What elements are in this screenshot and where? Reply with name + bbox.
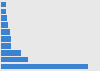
Bar [1, 57, 28, 62]
Bar [1, 15, 6, 21]
Bar [1, 64, 88, 69]
Bar [1, 29, 10, 35]
Bar [1, 50, 22, 56]
Bar [1, 36, 11, 42]
Bar [1, 43, 11, 49]
Bar [1, 22, 8, 28]
Bar [1, 9, 6, 14]
Bar [1, 2, 6, 7]
